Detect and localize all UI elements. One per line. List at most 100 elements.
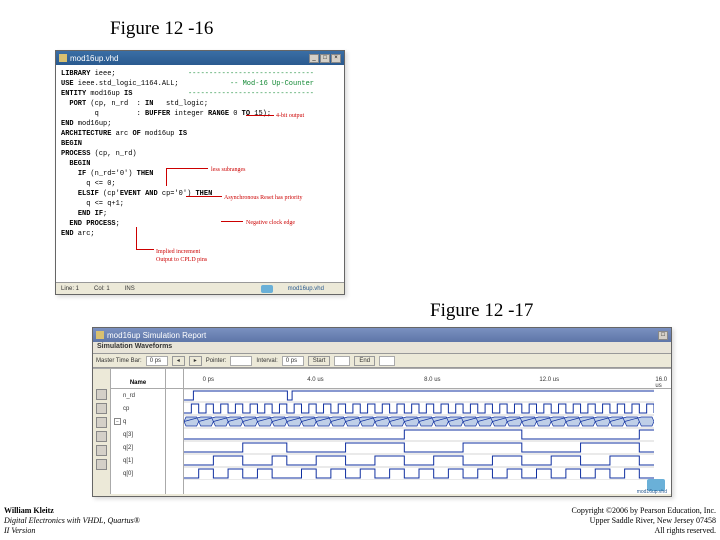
annotation-line — [221, 221, 243, 222]
footer-book-line2: II Version — [4, 526, 35, 535]
code-line: END arc; — [61, 229, 339, 239]
code-line: END PROCESS; — [61, 219, 339, 229]
sim-file-label: mod16up.vhd — [637, 489, 667, 494]
status-col: Col: 1 — [94, 286, 110, 292]
wave-tool-icon[interactable] — [96, 431, 107, 442]
toolbar-nav-right[interactable]: ▸ — [189, 356, 202, 366]
toolbar-end-button[interactable]: End — [354, 356, 375, 366]
code-line: BEGIN — [61, 139, 339, 149]
wave-tool-icon[interactable] — [96, 417, 107, 428]
editor-statusbar: Line: 1 Col: 1 INS mod16up.vhd — [56, 282, 344, 294]
editor-titlebar[interactable]: mod16up.vhd _ □ × — [56, 51, 344, 65]
wave-tool-icon[interactable] — [96, 389, 107, 400]
code-line: IF (n_rd='0') THEN — [61, 169, 339, 179]
code-comment-title: -- Mod-16 Up-Counter — [230, 79, 314, 89]
signal-name-column: Name n_rdcp−qq[3]q[2]q[1]q[0] — [111, 369, 166, 494]
status-ins: INS — [125, 286, 135, 292]
footer-copy-line2: Upper Saddle River, New Jersey 07458 — [590, 516, 716, 525]
val-col-header — [166, 369, 183, 389]
toolbar-interval-value[interactable]: 0 ps — [282, 356, 304, 366]
footer-book-line1: Digital Electronics with VHDL, Quartus® — [4, 516, 140, 525]
time-tick: 4.0 us — [307, 377, 323, 383]
close-button[interactable]: × — [331, 54, 341, 63]
wave-tool-icon[interactable] — [96, 403, 107, 414]
editor-file-icon — [59, 54, 67, 62]
time-ruler: 0 ps 4.0 us 8.0 us 12.0 us 16.0 us — [184, 369, 671, 389]
footer-author-block: William Kleitz Digital Electronics with … — [4, 506, 140, 536]
wave-tool-icon[interactable] — [96, 459, 107, 470]
code-area[interactable]: LIBRARY ieee;USE ieee.std_logic_1164.ALL… — [56, 65, 344, 282]
editor-title-text: mod16up.vhd — [70, 54, 118, 63]
window-controls: _ □ × — [309, 54, 341, 63]
code-comment-dash: ------------------------------ — [188, 89, 314, 99]
time-tick: 16.0 us — [655, 377, 667, 389]
toolbar-interval-label: Interval: — [256, 358, 277, 364]
signal-name[interactable]: −q — [111, 415, 165, 428]
signal-value — [166, 389, 183, 402]
toolbar-start-value[interactable] — [334, 356, 350, 366]
expand-icon[interactable]: − — [114, 418, 121, 425]
time-tick: 8.0 us — [424, 377, 440, 383]
name-col-header: Name — [111, 369, 165, 389]
code-line: q <= 0; — [61, 179, 339, 189]
toolbar-pointer-value[interactable] — [230, 356, 252, 366]
toolbar-master-label: Master Time Bar: — [96, 358, 142, 364]
sim-title-text: mod16up Simulation Report — [107, 331, 206, 340]
maximize-button[interactable]: □ — [320, 54, 330, 63]
time-tick: 12.0 us — [539, 377, 559, 383]
annotation-line — [186, 196, 222, 197]
wave-tool-icon[interactable] — [96, 445, 107, 456]
waveform-tool-strip — [93, 369, 111, 494]
signal-value — [166, 441, 183, 454]
code-line: PROCESS (cp, n_rd) — [61, 149, 339, 159]
signal-name[interactable]: q[1] — [111, 454, 165, 467]
signal-name[interactable]: q[3] — [111, 428, 165, 441]
figure-caption-12-17: Figure 12 -17 — [430, 300, 533, 322]
toolbar-master-value[interactable]: 0 ps — [146, 356, 168, 366]
code-line: ARCHITECTURE arc OF mod16up IS — [61, 129, 339, 139]
annotation-line — [246, 115, 274, 116]
footer-copy-line3: All rights reserved. — [654, 526, 716, 535]
waveform-area: Name n_rdcp−qq[3]q[2]q[1]q[0] 0 ps 4.0 us… — [93, 368, 671, 494]
signal-name[interactable]: cp — [111, 402, 165, 415]
signal-name[interactable]: n_rd — [111, 389, 165, 402]
annotation-async-reset: Asynchronous Reset has priority — [224, 193, 303, 203]
signal-value — [166, 428, 183, 441]
waveform-canvas[interactable]: 0 ps 4.0 us 8.0 us 12.0 us 16.0 us 012345601… — [184, 369, 671, 494]
status-file: mod16up.vhd — [288, 286, 324, 292]
signal-value — [166, 402, 183, 415]
toolbar-pointer-label: Pointer: — [206, 358, 227, 364]
code-line: PORT (cp, n_rd : IN std_logic; — [61, 99, 339, 109]
toolbar-start-button[interactable]: Start — [308, 356, 331, 366]
annotation-line — [166, 168, 167, 186]
footer-author: William Kleitz — [4, 506, 54, 515]
sim-file-icon — [96, 331, 104, 339]
footer-copyright-block: Copyright ©2006 by Pearson Education, In… — [572, 506, 717, 536]
signal-name[interactable]: q[2] — [111, 441, 165, 454]
signal-value-column — [166, 369, 184, 494]
annotation-line — [136, 227, 137, 249]
time-tick: 0 ps — [203, 377, 214, 383]
annotation-4bit-output: 4-bit output — [276, 111, 304, 121]
sim-titlebar[interactable]: mod16up Simulation Report □ — [93, 328, 671, 342]
maximize-button[interactable]: □ — [658, 331, 668, 340]
simulation-window: mod16up Simulation Report □ Simulation W… — [92, 327, 672, 497]
annotation-line — [166, 168, 208, 169]
annotation-line — [136, 249, 154, 250]
annotation-neg-edge: Negative clock edge — [246, 218, 295, 228]
sim-panel-title: Simulation Waveforms — [93, 342, 671, 354]
figure-caption-12-16: Figure 12 -16 — [110, 18, 213, 40]
window-controls: □ — [658, 331, 668, 340]
toolbar-end-value[interactable] — [379, 356, 395, 366]
waveform-svg: 01234560123456789101112131415012345678 — [184, 389, 654, 480]
footer-copy-line1: Copyright ©2006 by Pearson Education, In… — [572, 506, 717, 515]
sim-toolbar: Master Time Bar: 0 ps ◂ ▸ Pointer: Inter… — [93, 354, 671, 368]
toolbar-nav-left[interactable]: ◂ — [172, 356, 185, 366]
minimize-button[interactable]: _ — [309, 54, 319, 63]
status-line: Line: 1 — [61, 286, 79, 292]
code-editor-window: mod16up.vhd _ □ × LIBRARY ieee;USE ieee.… — [55, 50, 345, 295]
code-comment-dash-top: ------------------------------ — [188, 69, 314, 79]
signal-name[interactable]: q[0] — [111, 467, 165, 480]
signal-value — [166, 467, 183, 480]
annotation-subranges: less subranges — [211, 165, 246, 175]
